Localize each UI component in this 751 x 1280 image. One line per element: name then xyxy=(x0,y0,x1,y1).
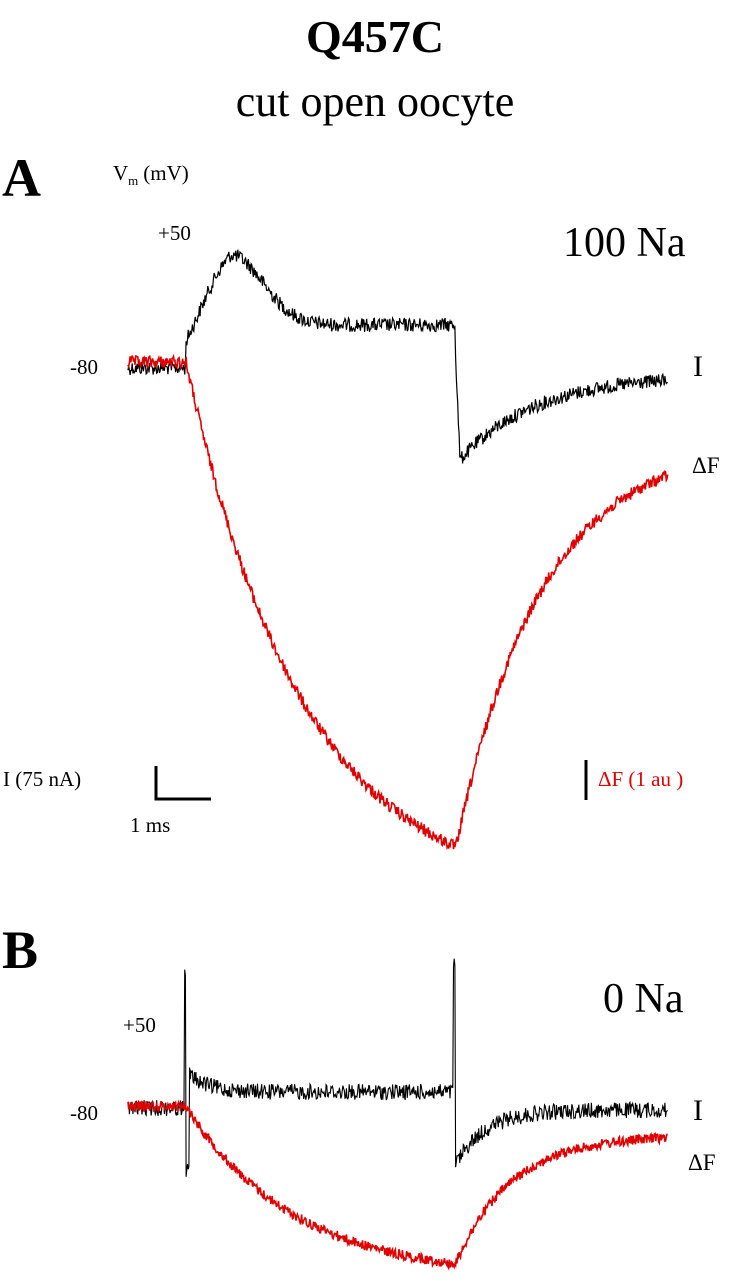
symbol: V xyxy=(113,161,128,185)
title: Q457C xyxy=(306,11,444,62)
trace-label: I xyxy=(693,1094,703,1127)
trace-label: ΔF xyxy=(692,453,720,478)
units: (mV) xyxy=(143,161,189,185)
scale-label: ΔF (1 au ) xyxy=(598,767,683,791)
trace xyxy=(127,249,668,464)
holding-voltage: -80 xyxy=(70,355,98,379)
voltage-axis-label: Vm (mV) xyxy=(113,161,189,188)
panel-label: A xyxy=(2,148,41,208)
panel-label: B xyxy=(2,920,38,980)
step-voltage: +50 xyxy=(158,221,191,245)
step-voltage: +50 xyxy=(123,1013,156,1037)
condition: 0 Na xyxy=(603,976,684,1022)
trace xyxy=(127,1099,668,1271)
trace xyxy=(127,353,669,851)
condition: 100 Na xyxy=(563,220,686,266)
scale-label: I (75 nA) xyxy=(3,767,81,791)
trace-label: I xyxy=(693,350,703,383)
scale-label: 1 ms xyxy=(130,813,170,837)
trace xyxy=(127,958,669,1177)
scale-bar xyxy=(154,766,211,801)
holding-voltage: -80 xyxy=(70,1101,98,1125)
subscript: m xyxy=(128,173,138,188)
trace-label: ΔF xyxy=(688,1150,716,1175)
subtitle: cut open oocyte xyxy=(236,77,515,126)
